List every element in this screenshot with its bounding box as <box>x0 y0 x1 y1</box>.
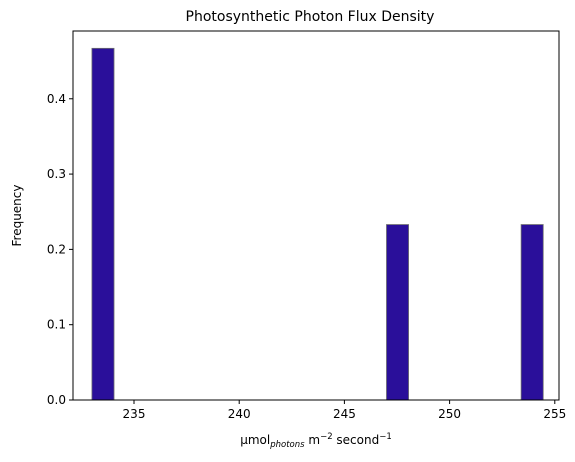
y-axis: 0.0 0.1 0.2 0.3 0.4 <box>47 92 73 407</box>
chart-title: Photosynthetic Photon Flux Density <box>186 9 435 25</box>
y-axis-label: Frequency <box>10 185 24 247</box>
x-axis-label-sup1: −2 <box>320 432 333 442</box>
x-tick-label-4: 255 <box>543 407 566 421</box>
y-tick-label-4: 0.4 <box>47 92 66 106</box>
x-axis-label-sup2: −1 <box>379 432 392 442</box>
x-axis-label-sub: photons <box>269 440 305 450</box>
x-tick-label-3: 250 <box>438 407 461 421</box>
y-tick-label-2: 0.2 <box>47 242 66 256</box>
x-tick-label-1: 240 <box>228 407 251 421</box>
y-tick-label-1: 0.1 <box>47 318 66 332</box>
x-axis-label-base: µmol <box>240 433 270 447</box>
x-tick-label-0: 235 <box>123 407 146 421</box>
y-tick-label-3: 0.3 <box>47 167 66 181</box>
x-axis-label-tail: second <box>333 433 380 447</box>
bars-group <box>91 47 544 401</box>
histogram-bar-0 <box>91 47 115 401</box>
x-tick-label-2: 245 <box>333 407 356 421</box>
histogram-bar-1 <box>386 224 409 401</box>
x-axis: 235 240 245 250 255 <box>123 400 566 421</box>
x-axis-label: µmolphotons m−2 second−1 <box>240 432 392 450</box>
histogram-bar-2 <box>520 224 544 401</box>
x-axis-label-mid: m <box>305 433 321 447</box>
plot-frame <box>72 30 560 401</box>
y-tick-label-0: 0.0 <box>47 393 66 407</box>
